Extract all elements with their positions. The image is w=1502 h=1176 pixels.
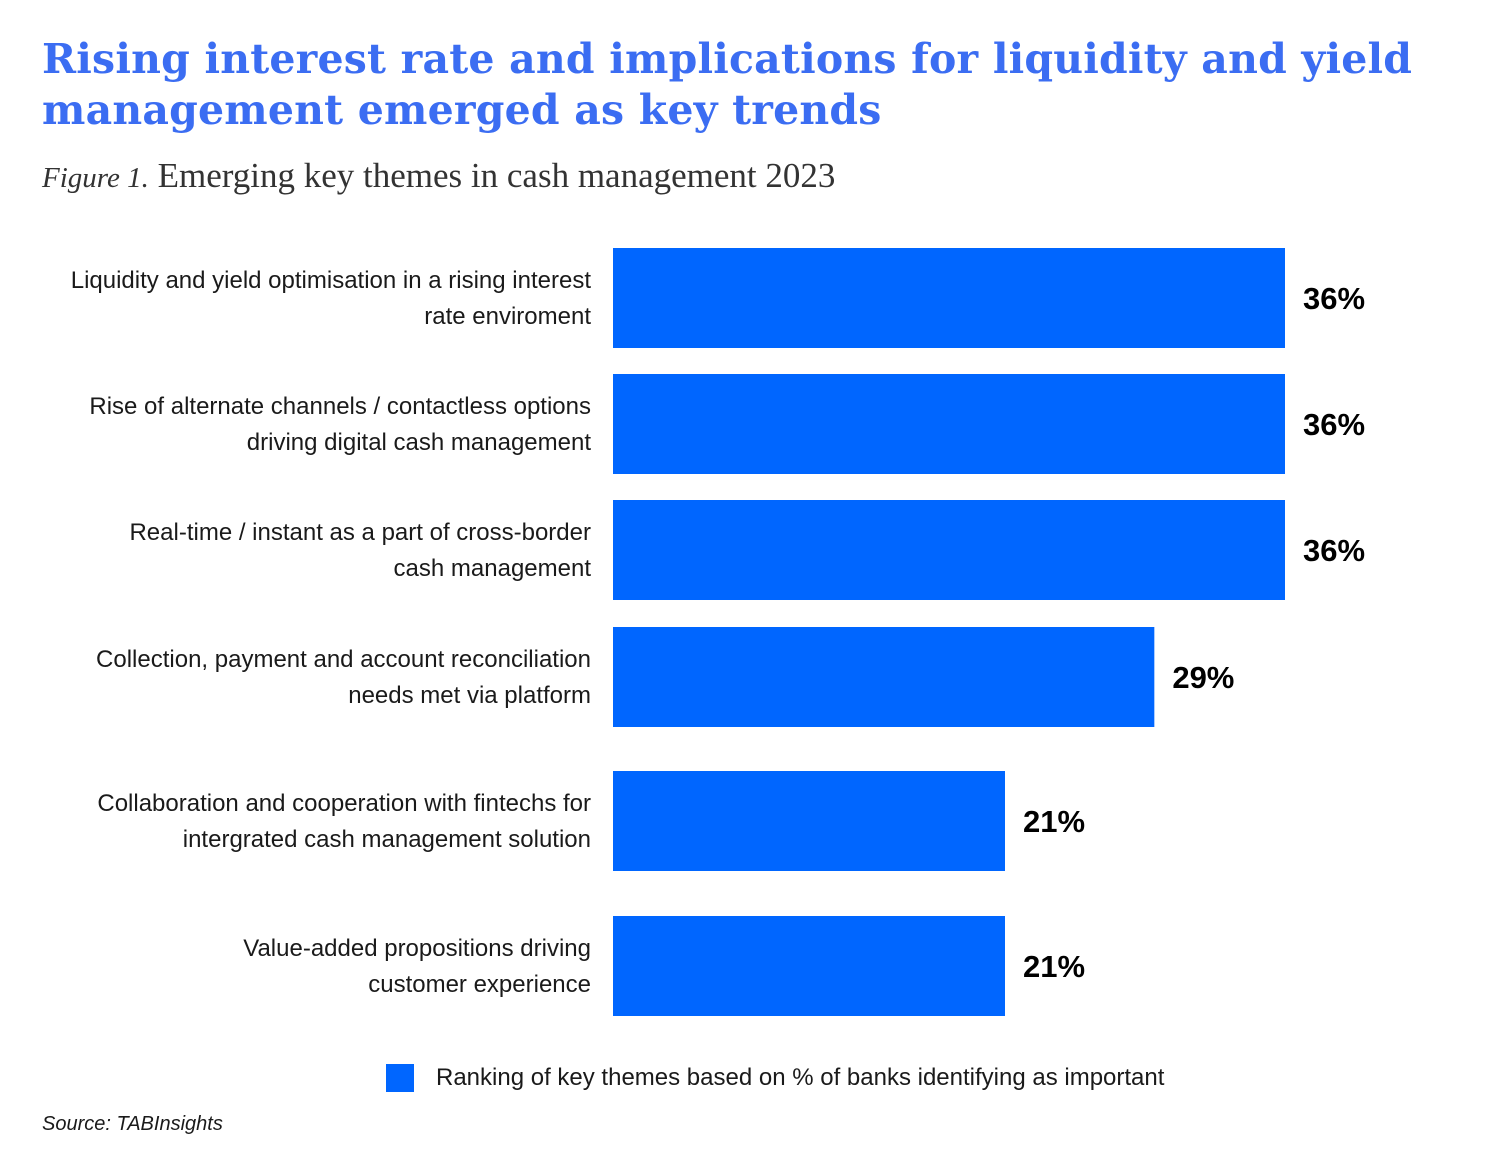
category-label-1-line-1: Liquidity and yield optimisation in a ri…: [71, 267, 592, 294]
figure-number: Figure 1.: [42, 162, 149, 194]
category-label-4-line-2: needs met via platform: [348, 682, 591, 709]
category-label-6-line-2: customer experience: [368, 971, 591, 998]
chart-legend: Ranking of key themes based on % of bank…: [386, 1064, 1164, 1092]
category-label-6-line-1: Value-added propositions driving: [243, 935, 591, 962]
category-label-5-line-1: Collaboration and cooperation with finte…: [97, 790, 591, 817]
bar-3: [613, 500, 1285, 600]
category-label-2: Rise of alternate channels / contactless…: [89, 393, 591, 456]
bar-4: [613, 627, 1155, 727]
category-label-5-line-2: intergrated cash management solution: [183, 826, 591, 853]
page-title: Rising interest rate and implications fo…: [42, 35, 1413, 134]
category-label-4-line-1: Collection, payment and account reconcil…: [96, 646, 591, 673]
value-label-4: 29%: [1172, 660, 1234, 695]
bar-5: [613, 771, 1005, 871]
category-label-5: Collaboration and cooperation with finte…: [97, 790, 591, 853]
value-label-6: 21%: [1023, 949, 1085, 984]
category-label-2-line-1: Rise of alternate channels / contactless…: [89, 393, 591, 420]
category-label-1-line-2: rate enviroment: [424, 303, 591, 330]
category-label-3-line-1: Real-time / instant as a part of cross-b…: [129, 519, 591, 546]
figure-caption: Figure 1. Emerging key themes in cash ma…: [42, 154, 835, 200]
bar-2: [613, 374, 1285, 474]
bar-6: [613, 916, 1005, 1016]
category-label-6: Value-added propositions driving customer…: [243, 935, 591, 998]
category-label-3: Real-time / instant as a part of cross-b…: [129, 519, 591, 582]
value-label-5: 21%: [1023, 804, 1085, 839]
category-label-4: Collection, payment and account reconcil…: [96, 646, 591, 709]
figure-title: Emerging key themes in cash management 2…: [157, 156, 836, 195]
value-label-1: 36%: [1303, 281, 1365, 316]
legend-label: Ranking of key themes based on % of bank…: [436, 1064, 1165, 1091]
source-note: Source: TABInsights: [42, 1113, 223, 1135]
category-label-2-line-2: driving digital cash management: [247, 429, 592, 456]
value-label-2: 36%: [1303, 407, 1365, 442]
category-label-1: Liquidity and yield optimisation in a ri…: [71, 267, 592, 330]
category-label-3-line-2: cash management: [394, 555, 592, 582]
value-label-3: 36%: [1303, 533, 1365, 568]
legend-swatch: [386, 1064, 414, 1092]
bar-1: [613, 248, 1285, 348]
